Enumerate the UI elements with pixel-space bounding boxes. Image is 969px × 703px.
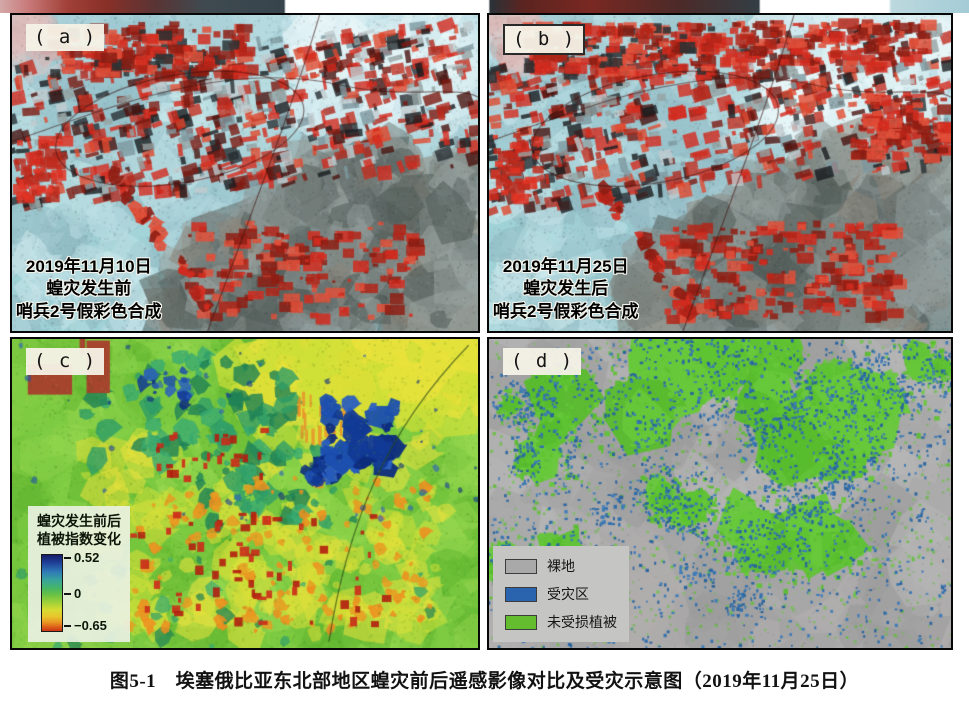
ndvi-colorbar-ticks: 0.52 0 −0.65 <box>63 550 115 633</box>
ndvi-legend-title-line2: 植被指数变化 <box>37 530 121 547</box>
legend-label-bare-land: 裸地 <box>547 558 575 574</box>
ndvi-legend-title-line1: 蝗灾发生前后 <box>37 512 121 529</box>
figure-caption: 图5-1 埃塞俄比亚东北部地区蝗灾前后遥感影像对比及受灾示意图（2019年11月… <box>109 671 860 692</box>
legend-label-undamaged-vegetation: 未受损植被 <box>547 614 617 630</box>
legend-swatch-bare-land <box>505 558 537 574</box>
panel-b-date: 2019年11月25日 <box>502 256 629 276</box>
legend-swatch-undamaged-vegetation <box>505 614 537 630</box>
legend-item-affected-area: 受灾区 <box>505 584 617 604</box>
ndvi-legend-title: 蝗灾发生前后 植被指数变化 <box>37 512 121 548</box>
legend-swatch-affected-area <box>505 586 537 602</box>
top-artifact-strip <box>0 0 969 13</box>
panel-a-phase: 蝗灾发生前 <box>46 279 132 299</box>
colorbar-tick-min: −0.65 <box>64 618 107 633</box>
legend-item-bare-land: 裸地 <box>505 556 617 576</box>
panel-d-label: ( d ) <box>503 348 582 375</box>
legend-item-undamaged-vegetation: 未受损植被 <box>505 612 617 632</box>
panel-a-date: 2019年11月10日 <box>25 256 152 276</box>
panel-a-source: 哨兵2号假彩色合成 <box>16 301 162 321</box>
ndvi-change-legend: 蝗灾发生前后 植被指数变化 0.52 0 −0.65 <box>28 505 130 642</box>
classification-legend: 裸地 受灾区 未受损植被 <box>493 546 629 642</box>
legend-label-affected-area: 受灾区 <box>547 586 589 602</box>
panel-c-vegetation-index-change: ( c ) 蝗灾发生前后 植被指数变化 0.52 0 −0.65 <box>10 337 480 650</box>
colorbar-tick-zero: 0 <box>63 586 82 601</box>
panel-b-satellite-image <box>489 15 951 331</box>
panel-a-satellite-image <box>12 15 478 331</box>
panel-a-annotation: 2019年11月10日 蝗灾发生前 哨兵2号假彩色合成 <box>16 256 161 323</box>
panel-d-damage-classification: ( d ) 裸地 受灾区 未受损植被 <box>487 337 953 650</box>
panel-b-annotation: 2019年11月25日 蝗灾发生后 哨兵2号假彩色合成 <box>493 256 638 323</box>
panel-b-label: ( b ) <box>503 24 586 55</box>
panel-b-source: 哨兵2号假彩色合成 <box>493 301 639 321</box>
colorbar-tick-max: 0.52 <box>63 550 100 565</box>
panel-b-false-color-after: ( b ) 2019年11月25日 蝗灾发生后 哨兵2号假彩色合成 <box>487 13 953 333</box>
ndvi-colorbar <box>41 554 63 632</box>
panel-b-phase: 蝗灾发生后 <box>523 279 609 299</box>
panel-a-false-color-before: ( a ) 2019年11月10日 蝗灾发生前 哨兵2号假彩色合成 <box>10 13 480 333</box>
panel-a-label: ( a ) <box>26 24 105 51</box>
ndvi-colorbar-row: 0.52 0 −0.65 <box>41 550 121 633</box>
panel-c-label: ( c ) <box>26 348 105 375</box>
